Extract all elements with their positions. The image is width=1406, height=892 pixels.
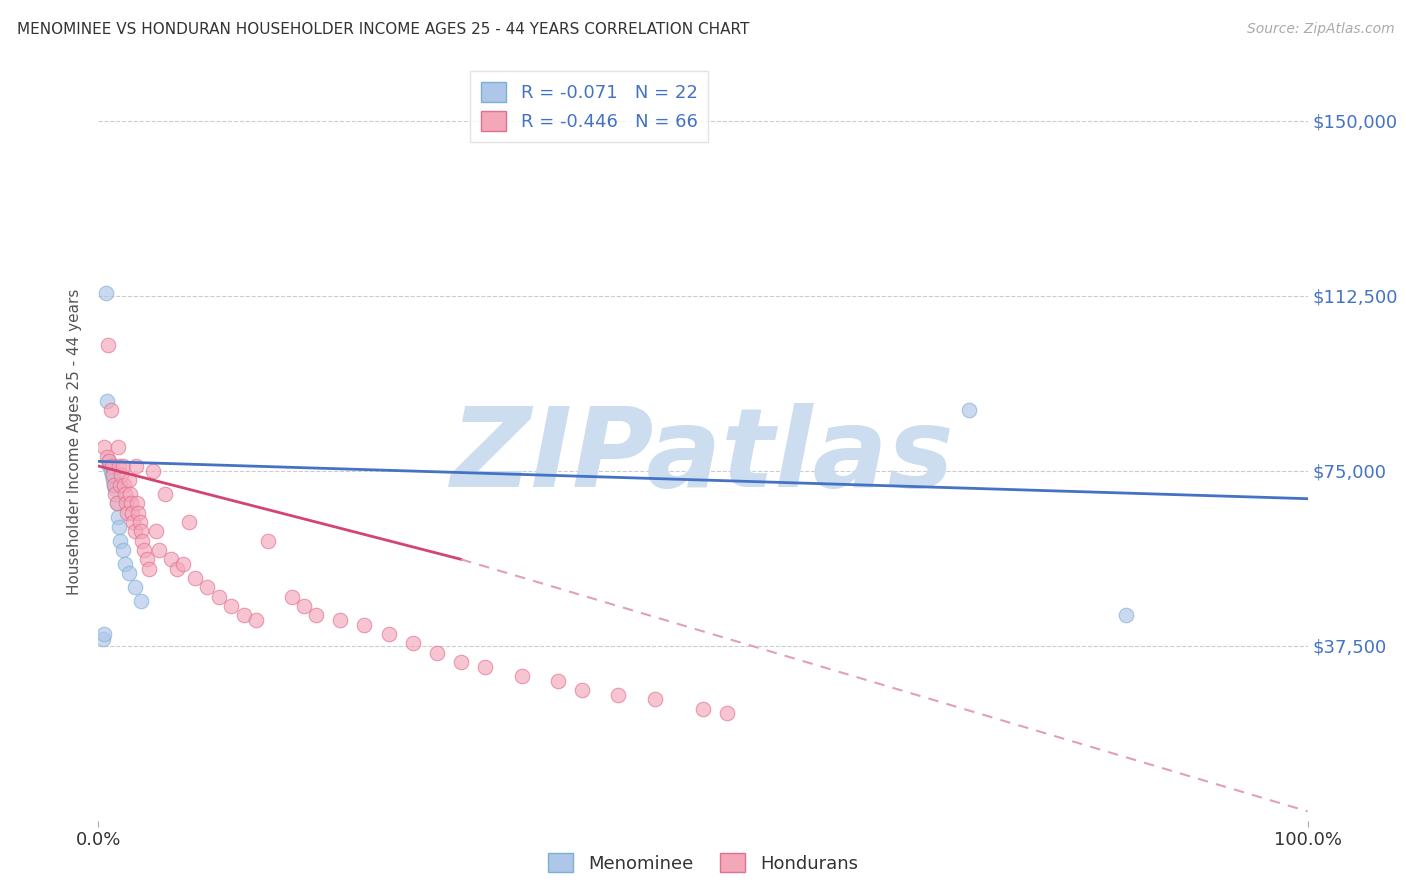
- Point: [91, 632, 114, 646]
- Point: [108, 477, 131, 491]
- Point: [96, 450, 118, 464]
- Point: [957, 403, 980, 417]
- Point: [716, 706, 738, 721]
- Point: [145, 524, 167, 539]
- Point: [377, 627, 399, 641]
- Point: [547, 673, 569, 688]
- Point: [94, 286, 117, 301]
- Point: [134, 543, 156, 558]
- Text: MENOMINEE VS HONDURAN HOUSEHOLDER INCOME AGES 25 - 44 YEARS CORRELATION CHART: MENOMINEE VS HONDURAN HOUSEHOLDER INCOME…: [17, 22, 749, 37]
- Point: [127, 506, 149, 520]
- Point: [450, 655, 472, 669]
- Text: ZIPatlas: ZIPatlas: [451, 403, 955, 510]
- Point: [1115, 608, 1137, 623]
- Point: [510, 669, 533, 683]
- Point: [100, 458, 122, 473]
- Point: [107, 510, 129, 524]
- Point: [120, 496, 142, 510]
- Point: [353, 617, 375, 632]
- Point: [96, 393, 118, 408]
- Legend: Menominee, Hondurans: Menominee, Hondurans: [541, 846, 865, 880]
- Point: [103, 477, 125, 491]
- Point: [111, 458, 134, 473]
- Point: [160, 552, 183, 566]
- Point: [142, 464, 165, 478]
- Point: [166, 562, 188, 576]
- Point: [474, 659, 496, 673]
- Point: [122, 515, 145, 529]
- Point: [692, 701, 714, 715]
- Point: [103, 477, 125, 491]
- Point: [100, 403, 122, 417]
- Point: [115, 496, 138, 510]
- Point: [221, 599, 243, 613]
- Y-axis label: Householder Income Ages 25 - 44 years: Householder Income Ages 25 - 44 years: [67, 288, 83, 595]
- Point: [104, 487, 127, 501]
- Point: [110, 468, 132, 483]
- Point: [105, 496, 128, 510]
- Text: Source: ZipAtlas.com: Source: ZipAtlas.com: [1247, 22, 1395, 37]
- Point: [101, 473, 124, 487]
- Point: [329, 613, 352, 627]
- Point: [232, 608, 254, 623]
- Point: [121, 506, 143, 520]
- Point: [195, 580, 218, 594]
- Point: [131, 533, 153, 548]
- Point: [93, 441, 115, 455]
- Point: [112, 477, 135, 491]
- Point: [93, 627, 115, 641]
- Point: [184, 571, 207, 585]
- Point: [281, 590, 304, 604]
- Point: [172, 557, 194, 571]
- Point: [118, 566, 141, 581]
- Point: [135, 552, 157, 566]
- Point: [208, 590, 231, 604]
- Point: [108, 533, 131, 548]
- Point: [105, 496, 128, 510]
- Point: [153, 487, 176, 501]
- Point: [100, 464, 122, 478]
- Point: [107, 441, 129, 455]
- Point: [426, 646, 449, 660]
- Point: [100, 468, 122, 483]
- Point: [179, 515, 201, 529]
- Point: [607, 688, 630, 702]
- Point: [128, 515, 150, 529]
- Point: [114, 557, 136, 571]
- Point: [127, 496, 149, 510]
- Point: [125, 458, 148, 473]
- Point: [111, 543, 134, 558]
- Point: [148, 543, 170, 558]
- Point: [124, 580, 146, 594]
- Point: [118, 487, 141, 501]
- Point: [101, 468, 124, 483]
- Point: [98, 454, 121, 468]
- Point: [292, 599, 315, 613]
- Point: [305, 608, 328, 623]
- Point: [129, 524, 152, 539]
- Point: [124, 524, 146, 539]
- Point: [98, 458, 121, 473]
- Point: [118, 473, 141, 487]
- Point: [256, 533, 278, 548]
- Point: [644, 692, 666, 706]
- Point: [97, 337, 120, 351]
- Point: [245, 613, 267, 627]
- Point: [402, 636, 425, 650]
- Point: [108, 458, 131, 473]
- Point: [138, 562, 160, 576]
- Point: [117, 506, 139, 520]
- Point: [104, 483, 127, 497]
- Point: [97, 454, 120, 468]
- Point: [571, 683, 593, 698]
- Point: [129, 594, 152, 608]
- Point: [108, 519, 131, 533]
- Point: [114, 487, 136, 501]
